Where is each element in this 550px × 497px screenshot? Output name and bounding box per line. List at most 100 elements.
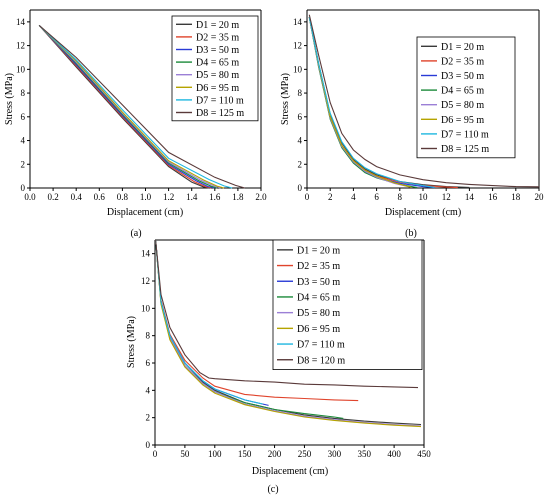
- panel-c-legend-label: D3 = 50 m: [297, 277, 340, 288]
- panel-c-y-tick-label: 8: [146, 331, 151, 341]
- panel-a-x-tick-label: 1.6: [209, 192, 221, 202]
- panel-b-y-tick-label: 6: [298, 112, 303, 122]
- panel-c-legend-label: D4 = 65 m: [297, 292, 340, 303]
- panel-a-legend-label: D1 = 20 m: [196, 20, 239, 31]
- panel-b-legend-label: D1 = 20 m: [441, 42, 484, 53]
- panel-a-y-tick-label: 12: [16, 41, 25, 51]
- panel-b: 0 2 4 6 8 10 12 14 16 18 20 0 2 4 6 8 10 12 14 Displacemen…: [280, 9, 544, 239]
- panel-b-y-tick-label: 12: [293, 41, 302, 51]
- panel-a-legend-label: D2 = 35 m: [196, 32, 239, 43]
- panel-c-y-tick-label: 6: [146, 358, 151, 368]
- panel-b-x-tick-label: 16: [488, 192, 498, 202]
- panel-a-legend-label: D7 = 110 m: [196, 95, 244, 106]
- panel-c-legend-box: [272, 239, 423, 371]
- panel-a-ticks: 0.0 0.2 0.4 0.6 0.8 1.0 1.2 1.4 1.6 1.8 2.0 0 2 4 6 8 10…: [16, 17, 267, 202]
- panel-c-legend: D1 = 20 m D2 = 35 m D3 = 50 m D4 = 65 m D5 =…: [272, 239, 423, 371]
- panel-a-y-tick-label: 4: [21, 136, 26, 146]
- panel-b-x-tick-label: 18: [511, 192, 521, 202]
- panel-b-legend-label: D5 = 80 m: [441, 100, 484, 111]
- panel-c-legend-label: D6 = 95 m: [297, 324, 340, 335]
- panel-a-label: (a): [130, 228, 141, 239]
- panel-b-x-tick-label: 4: [351, 192, 356, 202]
- panel-c-y-tick-label: 10: [141, 303, 151, 313]
- panel-a-x-tick-label: 1.2: [163, 192, 174, 202]
- panel-a-y-tick-label: 2: [21, 159, 26, 169]
- panel-b-x-tick-label: 14: [465, 192, 475, 202]
- panel-a-y-tick-label: 6: [21, 112, 26, 122]
- panel-b-y-axis-title: Stress (MPa): [280, 73, 291, 125]
- panel-a-series-line-1: [38, 25, 210, 189]
- panel-a: 0.0 0.2 0.4 0.6 0.8 1.0 1.2 1.4 1.6 1.8 2.0 0 2 4 6 8 10…: [4, 9, 267, 239]
- panel-b-series-line-5: [308, 16, 412, 188]
- panel-b-series: [308, 14, 540, 189]
- panel-b-label: (b): [405, 228, 417, 239]
- panel-a-series-line-5: [38, 25, 221, 189]
- panel-b-legend-label: D8 = 125 m: [441, 144, 489, 155]
- panel-a-legend-label: D3 = 50 m: [196, 45, 239, 56]
- panel-a-y-tick-label: 0: [21, 183, 26, 193]
- panel-c-legend-label: D1 = 20 m: [297, 245, 340, 256]
- panel-c-x-tick-label: 450: [417, 449, 431, 459]
- panel-b-y-tick-label: 0: [298, 183, 303, 193]
- panel-a-series-line-3: [38, 25, 215, 189]
- panel-b-legend-label: D7 = 110 m: [441, 129, 489, 140]
- panel-b-y-tick-label: 14: [293, 17, 303, 27]
- panel-c-y-tick-label: 14: [141, 249, 151, 259]
- panel-b-y-tick-label: 10: [293, 64, 303, 74]
- panel-b-x-tick-label: 2: [328, 192, 333, 202]
- panel-a-x-axis-title: Displacement (cm): [107, 207, 183, 218]
- panel-c-series-line-7: [155, 239, 263, 405]
- panel-b-series-line-4: [308, 16, 418, 189]
- panel-c-y-tick-label: 4: [146, 385, 151, 395]
- panel-c-series-line-8: [155, 239, 419, 389]
- panel-b-legend-label: D4 = 65 m: [441, 86, 484, 97]
- panel-c-series: [155, 239, 422, 428]
- panel-c-x-tick-label: 100: [208, 449, 222, 459]
- panel-c-x-tick-label: 350: [357, 449, 371, 459]
- panel-c-legend-label: D2 = 35 m: [297, 261, 340, 272]
- panel-a-legend-label: D8 = 125 m: [196, 108, 244, 119]
- panel-b-y-tick-label: 8: [298, 88, 303, 98]
- panel-a-series-line-6: [38, 25, 225, 189]
- panel-b-ticks: 0 2 4 6 8 10 12 14 16 18 20 0 2 4 6 8 10 12 14: [293, 17, 544, 202]
- panel-a-legend-label: D6 = 95 m: [196, 83, 239, 94]
- panel-a-x-tick-label: 0.0: [24, 192, 36, 202]
- panel-b-legend-label: D2 = 35 m: [441, 56, 484, 67]
- panel-c-series-line-6: [155, 239, 422, 428]
- panel-c-y-tick-label: 2: [146, 413, 151, 423]
- panel-c-x-tick-label: 250: [298, 449, 312, 459]
- panel-b-legend-box: [416, 36, 516, 159]
- panel-a-y-tick-label: 10: [16, 64, 26, 74]
- panel-a-x-tick-label: 1.4: [186, 192, 198, 202]
- panel-a-legend-label: D4 = 65 m: [196, 58, 239, 69]
- panel-c-legend-label: D5 = 80 m: [297, 308, 340, 319]
- panel-b-x-tick-label: 6: [374, 192, 379, 202]
- panel-b-legend: D1 = 20 m D2 = 35 m D3 = 50 m D4 = 65 m D5 =…: [416, 36, 516, 159]
- panel-a-x-tick-label: 1.0: [140, 192, 152, 202]
- panel-c-y-axis-title: Stress (MPa): [126, 316, 137, 368]
- panel-a-y-tick-label: 8: [21, 88, 26, 98]
- panel-b-series-line-7: [308, 16, 435, 188]
- panel-c-y-tick-label: 0: [146, 440, 151, 450]
- panel-a-y-tick-label: 14: [16, 17, 26, 27]
- panel-b-legend-label: D6 = 95 m: [441, 115, 484, 126]
- panel-a-x-tick-label: 1.8: [232, 192, 244, 202]
- panel-c-x-axis-title: Displacement (cm): [252, 466, 328, 477]
- panel-b-x-tick-label: 10: [419, 192, 429, 202]
- panel-a-y-axis-title: Stress (MPa): [4, 73, 15, 125]
- panel-b-series-line-8: [308, 14, 540, 188]
- panel-c-x-tick-label: 300: [328, 449, 342, 459]
- panel-a-x-tick-label: 0.2: [47, 192, 58, 202]
- panel-c-x-tick-label: 150: [238, 449, 252, 459]
- panel-a-legend-label: D5 = 80 m: [196, 70, 239, 81]
- panel-b-y-tick-label: 4: [298, 136, 303, 146]
- panel-a-legend-box: [171, 15, 259, 122]
- panel-b-legend-label: D3 = 50 m: [441, 71, 484, 82]
- panel-c: 0 50 100 150 200 250 300 350 400 450 0 2 4 6 8 10 12 14 D…: [126, 239, 431, 495]
- panel-b-x-tick-label: 8: [398, 192, 403, 202]
- panel-b-series-line-6: [308, 16, 412, 188]
- panel-c-label: (c): [267, 484, 278, 495]
- panel-b-y-tick-label: 2: [298, 159, 303, 169]
- panel-a-series-line-7: [38, 24, 233, 189]
- panel-a-series-line-2: [38, 25, 212, 189]
